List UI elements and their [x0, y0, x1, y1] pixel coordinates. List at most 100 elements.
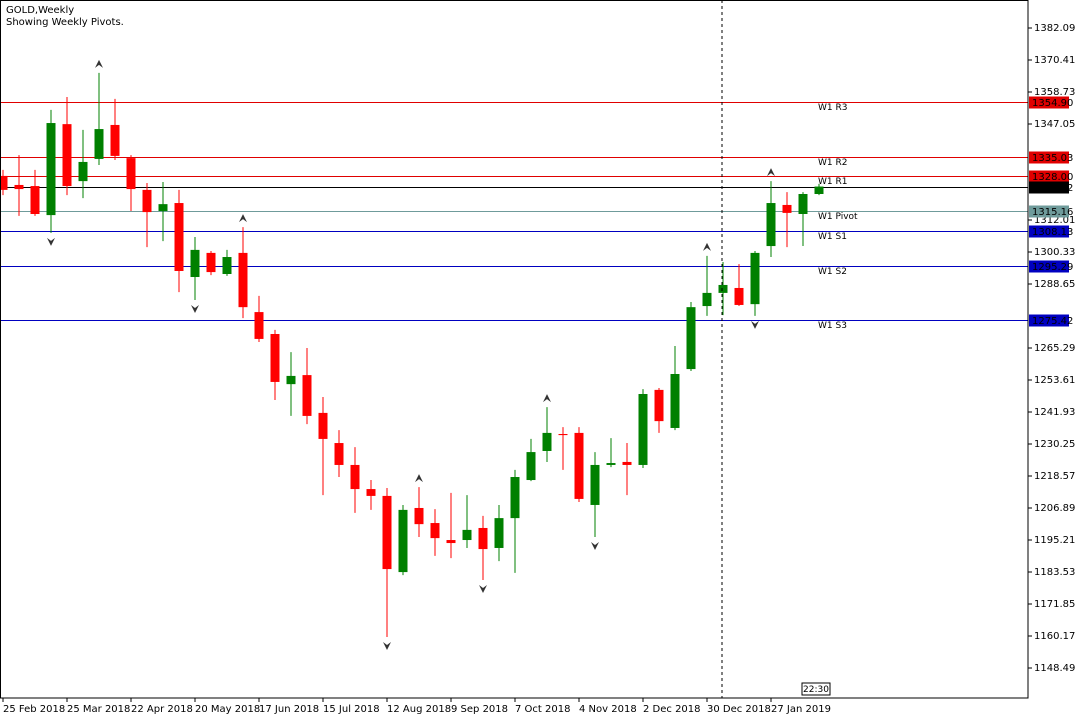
plot-area: W1 R3 W1 R2 W1 R1 W1 Pivot W1 S1 W1 S2 W1 S3 [0, 59, 1028, 651]
candle-body [686, 307, 696, 370]
y-tick-label: 1265.29 [1034, 343, 1075, 354]
candle-body [174, 203, 184, 271]
candle-body [574, 432, 584, 499]
candle-body [654, 389, 664, 422]
candle-body [206, 252, 216, 273]
candle-body [510, 477, 520, 519]
candle-body [414, 507, 424, 525]
candle-body [766, 203, 776, 247]
candle-body [190, 249, 200, 278]
pivot-price-box [1029, 205, 1069, 218]
pivot-name: W1 Pivot [818, 212, 858, 222]
x-tick-label: 30 Dec 2018 [707, 704, 771, 715]
pivot-price-box [1029, 170, 1069, 183]
candle-body [462, 529, 472, 541]
axis-layer: 1382.09 1370.41 1358.73 1347.05 1312.01 1300.… [2, 23, 1075, 715]
pivot-price-label: 1295.29 [1032, 262, 1073, 273]
pivot-name: W1 S3 [818, 321, 847, 331]
candle-body [238, 252, 248, 308]
y-tick-label: 1370.41 [1034, 55, 1075, 66]
candle-body [670, 374, 680, 428]
candle-body [590, 464, 600, 505]
candle-body [142, 189, 152, 213]
y-tick-label: 1160.17 [1034, 631, 1075, 642]
current-price-box [1029, 181, 1069, 194]
pivot-price-label: 1354.90 [1032, 98, 1073, 109]
candle-body [110, 124, 120, 156]
candle-body [62, 124, 72, 187]
y-tick-label: 1288.65 [1034, 279, 1075, 290]
plot-frame [0, 0, 1029, 699]
candle-body [286, 375, 296, 385]
candle-body [446, 540, 456, 544]
x-tick-label: 7 Oct 2018 [515, 704, 570, 715]
candle-body [350, 464, 360, 490]
y-tick-label: 1206.89 [1034, 503, 1075, 514]
candle-body [782, 204, 792, 213]
pivot-price-box [1029, 225, 1069, 238]
candle-body [494, 518, 504, 548]
candle-body [318, 412, 328, 439]
candle-body [30, 186, 40, 214]
x-tick-label: 2 Dec 2018 [643, 704, 701, 715]
candle-body [814, 186, 824, 194]
candle-body [270, 334, 280, 382]
pivot-price-box [1029, 96, 1069, 109]
y-tick-label: 1241.93 [1034, 407, 1075, 418]
pivot-price-label: 1315.16 [1032, 207, 1073, 218]
y-tick-label: 1300.33 [1034, 247, 1075, 258]
candle-body [798, 194, 808, 214]
x-tick-label: 20 May 2018 [195, 704, 260, 715]
fractal-up [239, 214, 247, 223]
candle-body [622, 461, 632, 465]
candle-body [0, 175, 8, 190]
fractal-down [191, 305, 199, 314]
y-tick-label: 1171.85 [1034, 599, 1075, 610]
fractal-down [479, 585, 487, 594]
candle-body [366, 489, 376, 496]
candle-body [78, 161, 88, 182]
pivot-name: W1 R2 [818, 158, 847, 168]
pivot-price-label: 1328.00 [1032, 172, 1073, 183]
pivot-price-label: 1335.03 [1032, 153, 1073, 164]
candle-body [702, 292, 712, 307]
candle-body [222, 257, 232, 274]
y-tick-label: 1230.25 [1034, 439, 1075, 450]
x-tick-label: 25 Feb 2018 [3, 704, 65, 715]
x-tick-label: 9 Sep 2018 [451, 704, 508, 715]
pivot-price-box [1029, 151, 1069, 164]
y-tick-label: 1183.53 [1034, 567, 1075, 578]
candle-body [94, 129, 104, 159]
fractal-up [543, 394, 551, 403]
current-price-label: 1324.22 [1032, 183, 1073, 194]
y-tick-label: 1347.05 [1034, 119, 1075, 130]
fractal-down [383, 642, 391, 651]
x-tick-label: 27 Jan 2019 [771, 704, 831, 715]
candle-body [158, 204, 168, 211]
fractal-up [767, 168, 775, 177]
candle-body [46, 123, 56, 216]
candle-body [398, 509, 408, 573]
y-tick-label: 1148.49 [1034, 663, 1075, 674]
candle-body [478, 527, 488, 550]
x-tick-label: 4 Nov 2018 [579, 704, 637, 715]
x-tick-label: 17 Jun 2018 [259, 704, 319, 715]
candle-body [542, 432, 552, 451]
fractal-up [95, 59, 103, 68]
candle-body [734, 287, 744, 305]
fractal-up [703, 242, 711, 251]
y-tick-label: 1312.01 [1034, 215, 1075, 226]
x-tick-label: 12 Aug 2018 [387, 704, 451, 715]
pivot-price-box [1029, 260, 1069, 273]
fractal-up [415, 474, 423, 483]
x-tick-label: 15 Jul 2018 [323, 704, 380, 715]
pivot-price-box [1029, 314, 1069, 327]
candle-body [254, 312, 264, 339]
y-tick-label: 1253.61 [1034, 375, 1075, 386]
pivot-price-label: 1308.13 [1032, 227, 1073, 238]
candle-body [126, 158, 136, 190]
chart-subtitle: Showing Weekly Pivots. [6, 17, 124, 28]
y-tick-label: 1382.09 [1034, 23, 1075, 34]
